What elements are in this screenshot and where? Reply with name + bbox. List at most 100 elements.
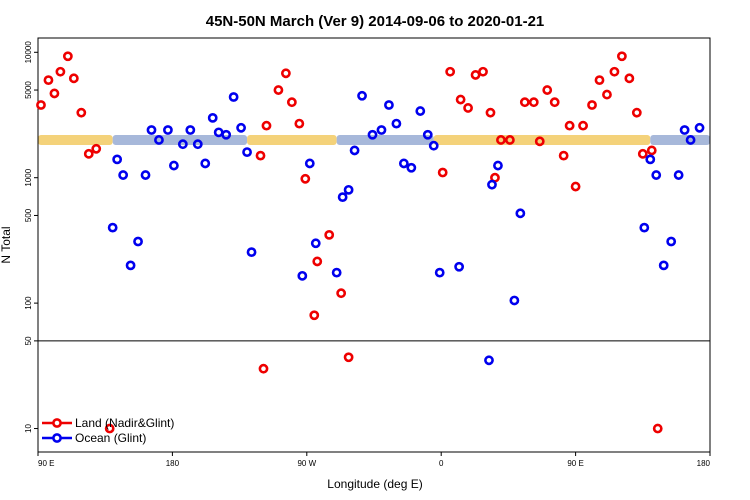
y-axis: 10 50 100 500 1000 5000 10000 [24, 41, 38, 433]
land-point [609, 66, 620, 77]
ocean-point [454, 261, 465, 272]
ocean-point [221, 129, 232, 140]
land-point [104, 423, 115, 434]
ocean-point [242, 147, 252, 158]
land-point [463, 103, 473, 113]
ocean-point [422, 129, 433, 140]
ocean-series [107, 90, 705, 366]
land-point [324, 229, 335, 240]
land-point [343, 352, 354, 363]
ocean-point [200, 158, 211, 169]
land-point [336, 288, 347, 299]
ocean-point [168, 160, 179, 171]
land-point [504, 135, 515, 145]
land-point [273, 85, 284, 95]
x-tick-label: 90 E [567, 459, 583, 468]
band-segment [112, 134, 248, 145]
y-tick-label: 5000 [24, 81, 33, 99]
land-point [91, 143, 102, 154]
land-point [470, 70, 481, 80]
ocean-point [246, 247, 257, 258]
ocean-point [177, 139, 188, 150]
ocean-point [509, 295, 520, 306]
ocean-point [112, 154, 123, 165]
ocean-point [140, 170, 151, 180]
ocean-point [192, 139, 203, 150]
legend: Land (Nadir&Glint)Ocean (Glint) [42, 416, 174, 445]
ocean-point [207, 112, 218, 123]
ocean-point [349, 145, 360, 156]
ocean-point [331, 267, 342, 278]
land-point [616, 51, 627, 62]
land-point [558, 150, 569, 161]
land-point [83, 148, 94, 159]
ocean-point [343, 184, 354, 195]
ocean-point [185, 125, 196, 135]
ocean-point [673, 170, 684, 180]
ocean-point [297, 270, 308, 281]
land-point [445, 66, 456, 77]
legend-label: Ocean (Glint) [75, 431, 146, 445]
chart-title: 45N-50N March (Ver 9) 2014-09-06 to 2020… [206, 13, 545, 30]
land-point [570, 181, 581, 192]
plot-frame [37, 37, 711, 453]
band-segment [38, 134, 113, 145]
ocean-point [213, 127, 224, 138]
dense-band [38, 134, 710, 145]
y-tick-label: 500 [24, 208, 33, 222]
ocean-point [236, 122, 246, 133]
legend-marker [52, 433, 62, 443]
land-point [294, 118, 305, 129]
data-points [36, 51, 705, 434]
land-point [261, 120, 272, 131]
land-point [43, 75, 54, 86]
legend-item: Ocean (Glint) [42, 431, 146, 445]
y-tick-label: 10000 [24, 41, 33, 64]
land-point [637, 148, 648, 159]
ocean-point [666, 236, 677, 247]
land-point [312, 256, 323, 267]
land-point [255, 150, 266, 161]
ocean-point [154, 135, 164, 145]
land-point [594, 75, 605, 86]
legend-marker [52, 418, 62, 428]
land-point [437, 167, 448, 178]
ocean-point [367, 129, 378, 140]
ocean-point [493, 160, 503, 171]
land-point [76, 107, 87, 118]
land-point [549, 97, 560, 108]
ocean-point [391, 118, 402, 129]
ocean-point [398, 158, 409, 169]
land-point [528, 97, 539, 108]
land-point [602, 89, 612, 100]
y-tick-label: 10 [24, 424, 33, 433]
band-segment [336, 134, 434, 145]
land-point [587, 100, 597, 110]
ocean-point [118, 170, 129, 180]
legend-item: Land (Nadir&Glint) [42, 416, 174, 430]
land-series [36, 51, 663, 434]
x-tick-label: 0 [439, 459, 444, 468]
ocean-point [515, 208, 526, 219]
ocean-point [376, 125, 387, 135]
land-point [652, 423, 663, 434]
ocean-point [146, 125, 157, 135]
y-axis-label: N Total [0, 226, 13, 263]
land-point [478, 66, 488, 77]
land-point [534, 136, 545, 147]
land-point [542, 85, 553, 95]
land-point [485, 107, 496, 118]
ocean-point [658, 260, 669, 271]
land-point [631, 107, 642, 118]
band-segment [247, 134, 337, 145]
land-point [280, 68, 291, 79]
ocean-point [304, 158, 315, 169]
ocean-point [428, 140, 439, 151]
land-point [309, 310, 320, 321]
ocean-point [357, 90, 367, 101]
y-tick-label: 100 [24, 296, 33, 310]
ocean-point [337, 192, 348, 203]
legend-label: Land (Nadir&Glint) [75, 416, 174, 430]
land-point [646, 145, 657, 156]
